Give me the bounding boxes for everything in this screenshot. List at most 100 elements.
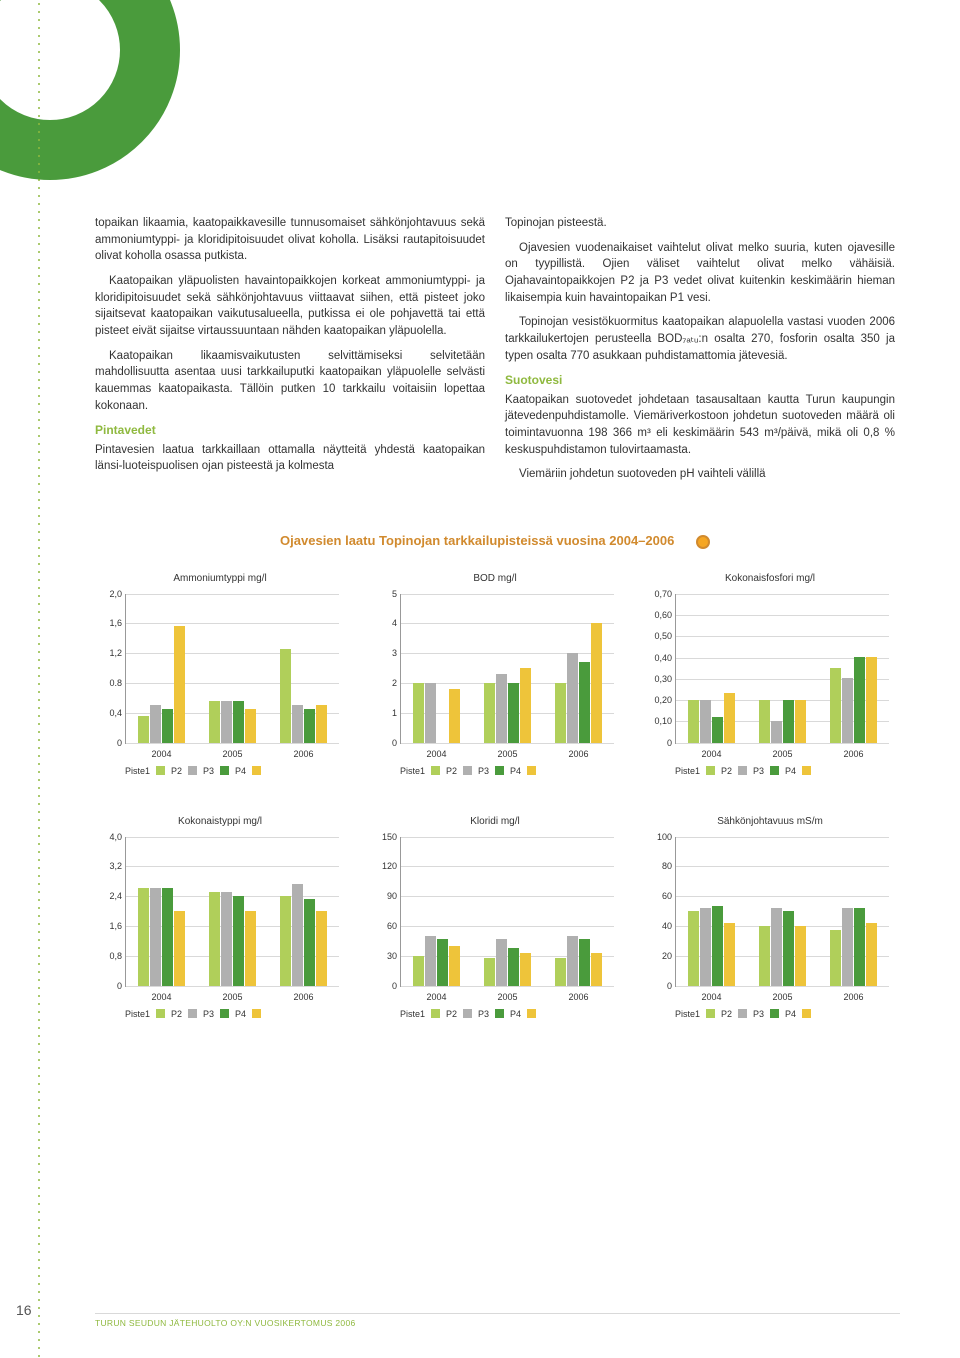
x-axis-label: 2004 <box>151 992 171 1002</box>
year-group: 2005 <box>759 700 806 743</box>
gridline <box>676 743 889 744</box>
legend-swatch <box>738 766 747 775</box>
chart-bar <box>280 649 291 743</box>
legend-swatch <box>706 1009 715 1018</box>
legend-label: P2 <box>446 766 457 776</box>
year-group: 2006 <box>280 649 327 743</box>
year-group: 2004 <box>688 906 735 986</box>
y-axis-label: 2 <box>371 678 397 688</box>
legend-label: P3 <box>753 766 764 776</box>
year-group: 2006 <box>830 908 877 986</box>
y-axis-label: 2,0 <box>96 589 122 599</box>
chart-bar <box>162 888 173 986</box>
chart-bar <box>759 926 770 986</box>
legend-swatch <box>156 766 165 775</box>
legend-label: P4 <box>785 1009 796 1019</box>
legend-label: Piste1 <box>400 766 425 776</box>
year-group: 2006 <box>280 884 327 985</box>
chart-bar <box>830 668 841 743</box>
year-group: 2004 <box>138 626 185 742</box>
year-group: 2006 <box>555 623 602 743</box>
y-axis-label: 0,70 <box>646 589 672 599</box>
legend-label: P3 <box>753 1009 764 1019</box>
y-axis-label: 0,50 <box>646 631 672 641</box>
legend-label: Piste1 <box>675 1009 700 1019</box>
y-axis-label: 4,0 <box>96 832 122 842</box>
legend-label: P2 <box>446 1009 457 1019</box>
chart-bar <box>842 678 853 742</box>
y-axis-label: 5 <box>371 589 397 599</box>
x-axis-label: 2004 <box>426 992 446 1002</box>
gridline <box>676 986 889 987</box>
x-axis-label: 2005 <box>222 749 242 759</box>
chart-bar <box>425 683 436 743</box>
legend-label: P4 <box>785 766 796 776</box>
chart-bar <box>245 709 256 743</box>
legend-label: Piste1 <box>125 1009 150 1019</box>
body-text: Kaatopaikan likaamisvaikutusten selvittä… <box>95 348 485 415</box>
y-axis-label: 3 <box>371 648 397 658</box>
chart-bar <box>245 911 256 986</box>
y-axis-label: 2,4 <box>96 891 122 901</box>
y-axis-label: 0 <box>371 981 397 991</box>
x-axis-label: 2005 <box>772 749 792 759</box>
charts-section-title: Ojavesien laatu Topinojan tarkkailupiste… <box>95 533 895 549</box>
year-group: 2004 <box>688 693 735 742</box>
chart-title: BOD mg/l <box>370 573 620 584</box>
chart-legend: Piste1P2P3P4 <box>125 766 345 776</box>
bars-container: 200420052006 <box>401 837 614 986</box>
chart-bar <box>484 683 495 743</box>
text-columns: topaikan likaamia, kaatopaikkavesille tu… <box>95 215 895 491</box>
legend-label: Piste1 <box>675 766 700 776</box>
chart-bar <box>783 911 794 986</box>
chart-bar <box>771 908 782 986</box>
legend-swatch <box>802 766 811 775</box>
year-group: 2005 <box>209 701 256 742</box>
chart-bar <box>209 892 220 986</box>
chart-bar <box>174 911 185 986</box>
charts-row-2: Kokonaistyppi mg/l4,03,22,41,60,80200420… <box>95 816 895 1019</box>
chart-bar <box>795 926 806 986</box>
chart-bar <box>304 709 315 743</box>
circle-marker-icon <box>696 535 710 549</box>
chart-title: Kokonaisfosfori mg/l <box>645 573 895 584</box>
chart: Kokonaistyppi mg/l4,03,22,41,60,80200420… <box>95 816 345 1019</box>
x-axis-label: 2005 <box>772 992 792 1002</box>
chart-legend: Piste1P2P3P4 <box>400 766 620 776</box>
legend-label: P3 <box>478 1009 489 1019</box>
chart-bar <box>520 953 531 986</box>
charts-title-text: Ojavesien laatu Topinojan tarkkailupiste… <box>280 533 674 548</box>
gridline <box>401 986 614 987</box>
chart-bar <box>771 721 782 742</box>
chart-bar <box>209 701 220 742</box>
chart-bar <box>724 693 735 742</box>
x-axis-label: 2006 <box>568 992 588 1002</box>
chart-bar <box>280 896 291 986</box>
y-axis-label: 0 <box>371 738 397 748</box>
y-axis-label: 1,6 <box>96 921 122 931</box>
chart-bar <box>866 657 877 743</box>
y-axis-label: 0 <box>646 981 672 991</box>
legend-label: Piste1 <box>125 766 150 776</box>
year-group: 2006 <box>830 657 877 743</box>
y-axis-label: 80 <box>646 861 672 871</box>
chart-bar <box>316 911 327 986</box>
body-text: Topinojan vesistökuormitus kaatopaikan a… <box>505 314 895 364</box>
legend-swatch <box>252 1009 261 1018</box>
chart-bar <box>866 923 877 986</box>
body-text: topaikan likaamia, kaatopaikkavesille tu… <box>95 215 485 265</box>
legend-swatch <box>188 766 197 775</box>
y-axis-label: 0,4 <box>96 708 122 718</box>
year-group: 2005 <box>209 892 256 986</box>
legend-label: P2 <box>721 1009 732 1019</box>
chart-bar <box>700 908 711 986</box>
y-axis-label: 100 <box>646 832 672 842</box>
legend-swatch <box>770 1009 779 1018</box>
chart-title: Kloridi mg/l <box>370 816 620 827</box>
y-axis-label: 150 <box>371 832 397 842</box>
chart-bar <box>174 626 185 742</box>
chart-bar <box>221 701 232 742</box>
chart-legend: Piste1P2P3P4 <box>400 1009 620 1019</box>
chart-plot: 1501209060300200420052006 <box>400 837 614 987</box>
year-group: 2006 <box>555 936 602 986</box>
